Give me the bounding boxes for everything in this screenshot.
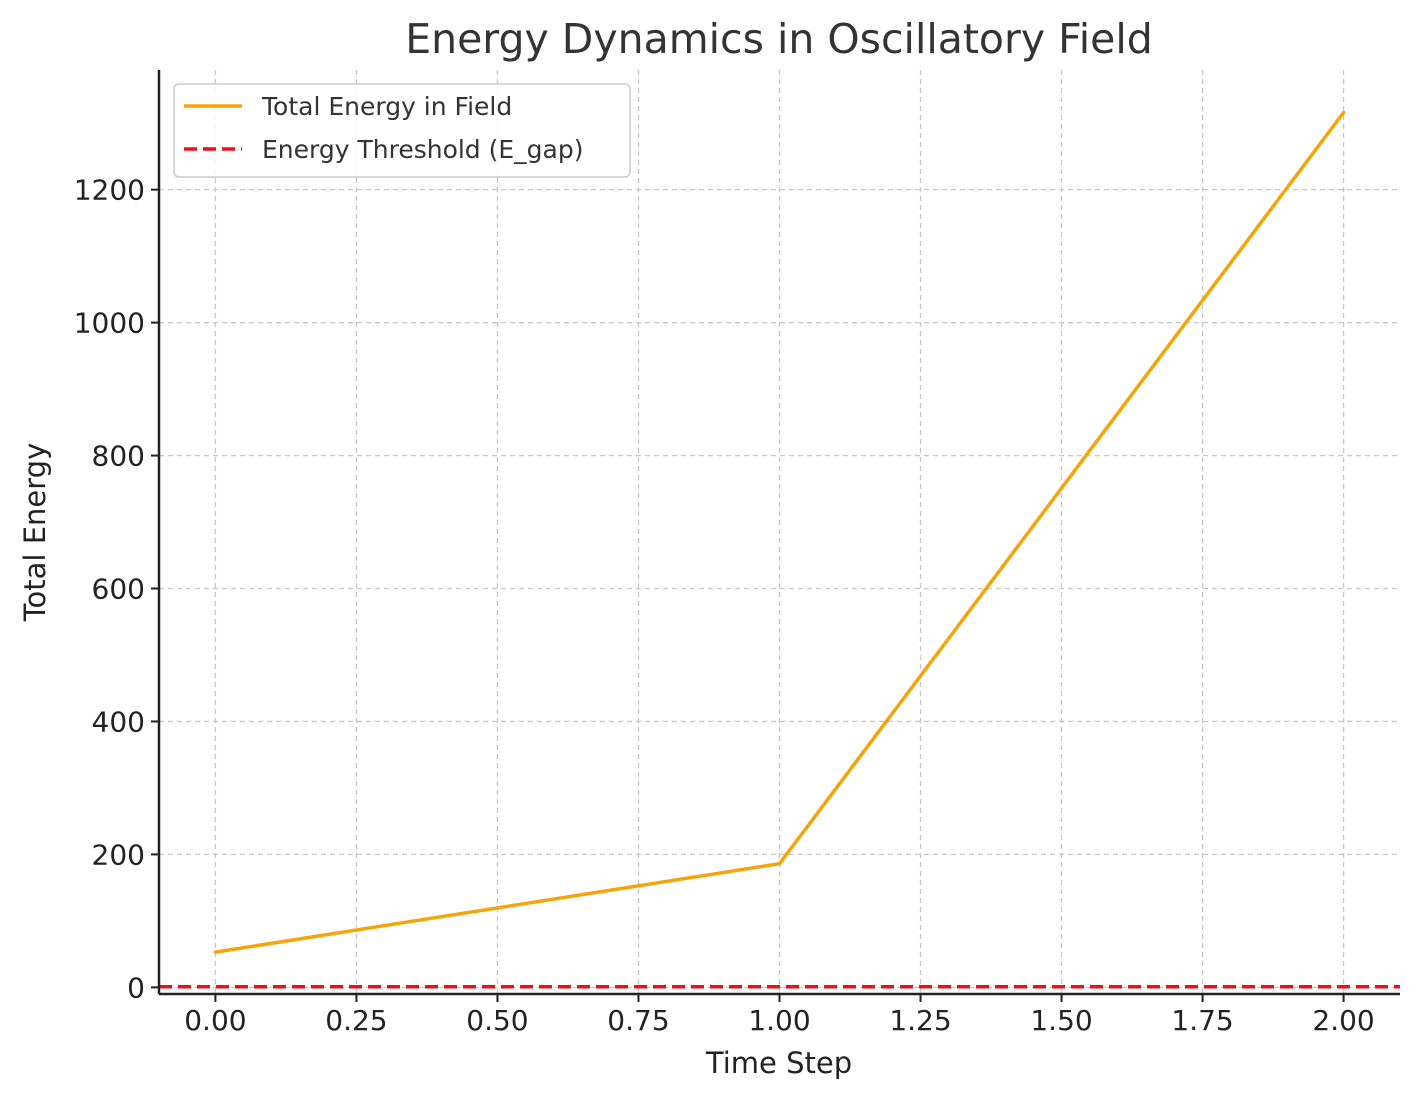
y-tick-label: 1200 (74, 174, 145, 207)
series-layer (159, 110, 1400, 989)
legend-box (173, 83, 631, 178)
x-tick-label: 1.00 (748, 1004, 810, 1037)
legend: Total Energy in Field Energy Threshold (E… (173, 83, 631, 178)
y-tick-label: 0 (127, 971, 145, 1004)
x-tick-label: 1.75 (1171, 1004, 1233, 1037)
grid (159, 70, 1400, 994)
y-tick-label: 600 (92, 573, 145, 606)
y-tick-label: 400 (92, 705, 145, 738)
x-tick-label: 0.25 (325, 1004, 387, 1037)
series-line-total-energy (213, 110, 1346, 954)
x-tick-label: 0.00 (184, 1004, 246, 1037)
legend-label: Total Energy in Field (261, 92, 512, 121)
legend-label: Energy Threshold (E_gap) (262, 135, 583, 164)
x-tick-label: 0.75 (607, 1004, 669, 1037)
y-axis-label: Total Energy (18, 443, 52, 622)
x-tick-label: 0.50 (466, 1004, 528, 1037)
x-tick-label: 2.00 (1312, 1004, 1374, 1037)
y-tick-label: 1000 (74, 307, 145, 340)
x-axis-label: Time Step (705, 1046, 852, 1080)
y-tick-label: 200 (92, 838, 145, 871)
y-tick-label: 800 (92, 440, 145, 473)
ticks: 0.00 0.25 0.50 0.75 1.00 1.25 1.50 1.75 2.00 0 200… (74, 174, 1375, 1037)
x-tick-label: 1.25 (889, 1004, 951, 1037)
chart-title: Energy Dynamics in Oscillatory Field (405, 15, 1153, 63)
x-tick-label: 1.50 (1030, 1004, 1092, 1037)
